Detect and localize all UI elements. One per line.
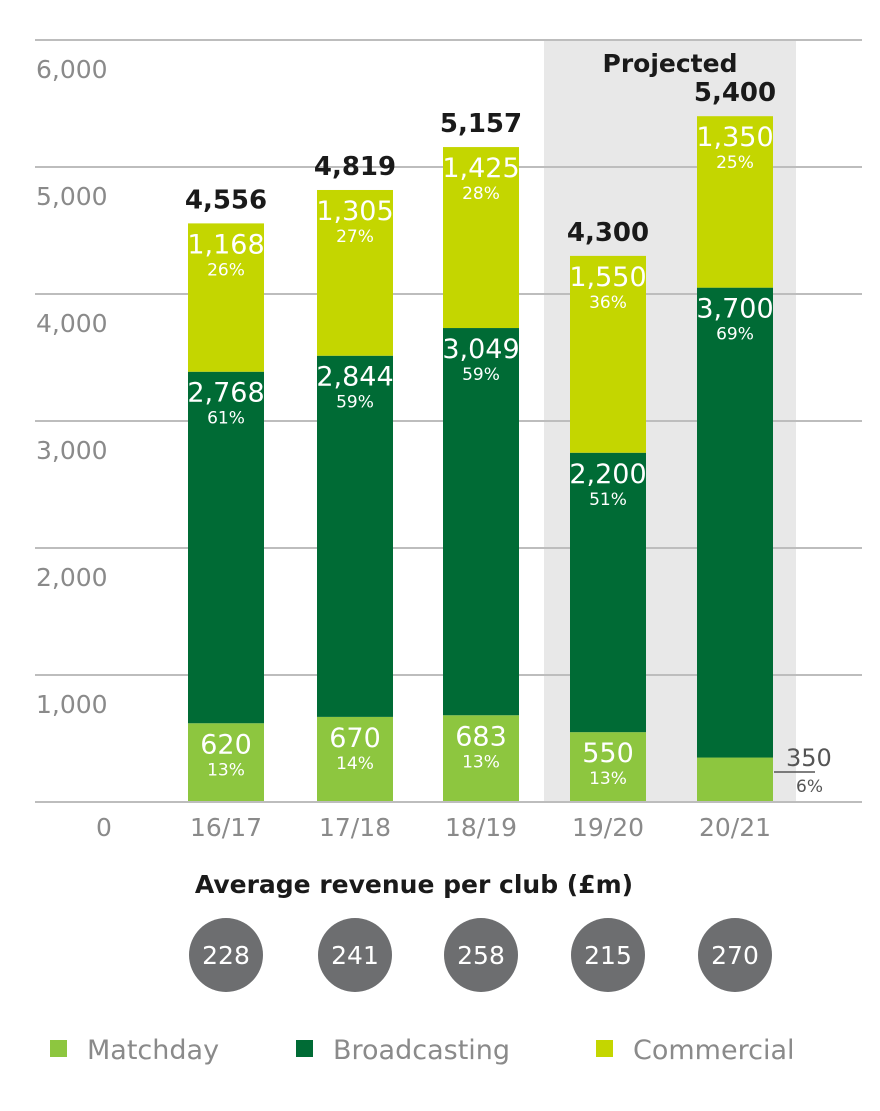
segment-value: 2,844 bbox=[316, 362, 393, 393]
legend-label: Broadcasting bbox=[333, 1035, 510, 1066]
callout-percent: 6% bbox=[796, 777, 823, 797]
segment-percent: 69% bbox=[716, 325, 754, 345]
average-revenue-badge bbox=[444, 918, 518, 992]
bar-matchday bbox=[697, 757, 773, 802]
segment-value: 1,168 bbox=[187, 229, 264, 260]
segment-percent: 36% bbox=[589, 293, 627, 313]
segment-percent: 61% bbox=[207, 409, 245, 429]
average-revenue-title: Average revenue per club (£m) bbox=[195, 870, 633, 899]
segment-percent: 59% bbox=[462, 365, 500, 385]
segment-value: 683 bbox=[455, 721, 507, 752]
segment-percent: 28% bbox=[462, 184, 500, 204]
bar-broadcasting bbox=[443, 328, 519, 716]
bar-broadcasting bbox=[570, 452, 646, 733]
average-revenue-value: 241 bbox=[331, 941, 379, 970]
legend-label: Matchday bbox=[87, 1035, 219, 1066]
y-tick-label: 1,000 bbox=[36, 690, 108, 719]
legend-label: Commercial bbox=[633, 1035, 795, 1066]
segment-value: 670 bbox=[329, 723, 381, 754]
bar-commercial bbox=[570, 255, 646, 453]
segment-percent: 13% bbox=[462, 752, 500, 772]
segment-percent: 26% bbox=[207, 260, 245, 280]
segment-value: 1,425 bbox=[442, 153, 519, 184]
x-category-label: 19/20 bbox=[572, 813, 644, 842]
segment-value: 1,350 bbox=[696, 122, 773, 153]
bar-total: 4,556 bbox=[185, 185, 267, 215]
bar-matchday bbox=[443, 715, 519, 802]
projected-label: Projected bbox=[603, 49, 738, 78]
segment-percent: 13% bbox=[589, 769, 627, 789]
segment-percent: 27% bbox=[336, 227, 374, 247]
segment-value: 3,700 bbox=[696, 294, 773, 325]
average-revenue-value: 270 bbox=[711, 941, 759, 970]
bar-total: 5,400 bbox=[694, 78, 776, 108]
callout-value: 350 bbox=[786, 744, 832, 772]
legend-swatch-broadcasting bbox=[296, 1040, 313, 1057]
y-tick-label: 5,000 bbox=[36, 182, 108, 211]
segment-value: 1,305 bbox=[316, 196, 393, 227]
y-tick-label: 6,000 bbox=[36, 55, 108, 84]
segment-value: 3,049 bbox=[442, 334, 519, 365]
bar-matchday bbox=[317, 716, 393, 802]
average-revenue-value: 215 bbox=[584, 941, 632, 970]
y-tick-label: 4,000 bbox=[36, 309, 108, 338]
bar-matchday bbox=[570, 732, 646, 802]
y-tick-label: 3,000 bbox=[36, 436, 108, 465]
average-revenue-value: 228 bbox=[202, 941, 250, 970]
y-tick-label: 2,000 bbox=[36, 563, 108, 592]
bar-total: 5,157 bbox=[440, 109, 522, 139]
bar-commercial bbox=[697, 116, 773, 288]
legend-swatch-commercial bbox=[596, 1040, 613, 1057]
segment-value: 1,550 bbox=[569, 262, 646, 293]
bar-matchday bbox=[188, 723, 264, 802]
x-category-label: 20/21 bbox=[699, 813, 771, 842]
legend-swatch-matchday bbox=[50, 1040, 67, 1057]
bar-commercial bbox=[188, 223, 264, 372]
x-category-label: 16/17 bbox=[190, 813, 262, 842]
y-tick-label: 0 bbox=[96, 813, 112, 842]
bar-total: 4,819 bbox=[314, 152, 396, 182]
average-revenue-badge bbox=[318, 918, 392, 992]
segment-value: 550 bbox=[582, 738, 634, 769]
bar-broadcasting bbox=[188, 371, 264, 724]
segment-percent: 51% bbox=[589, 490, 627, 510]
average-revenue-value: 258 bbox=[457, 941, 505, 970]
segment-value: 2,200 bbox=[569, 459, 646, 490]
bar-commercial bbox=[443, 147, 519, 329]
segment-percent: 13% bbox=[207, 760, 245, 780]
average-revenue-badge bbox=[571, 918, 645, 992]
bar-total: 4,300 bbox=[567, 218, 649, 248]
segment-percent: 14% bbox=[336, 754, 374, 774]
x-category-label: 17/18 bbox=[319, 813, 391, 842]
segment-percent: 25% bbox=[716, 153, 754, 173]
segment-percent: 59% bbox=[336, 393, 374, 413]
bar-broadcasting bbox=[317, 355, 393, 717]
average-revenue-badge bbox=[189, 918, 263, 992]
segment-value: 620 bbox=[200, 729, 252, 760]
x-category-label: 18/19 bbox=[445, 813, 517, 842]
average-revenue-badge bbox=[698, 918, 772, 992]
bar-commercial bbox=[317, 189, 393, 356]
segment-value: 2,768 bbox=[187, 378, 264, 409]
bar-broadcasting bbox=[697, 287, 773, 758]
